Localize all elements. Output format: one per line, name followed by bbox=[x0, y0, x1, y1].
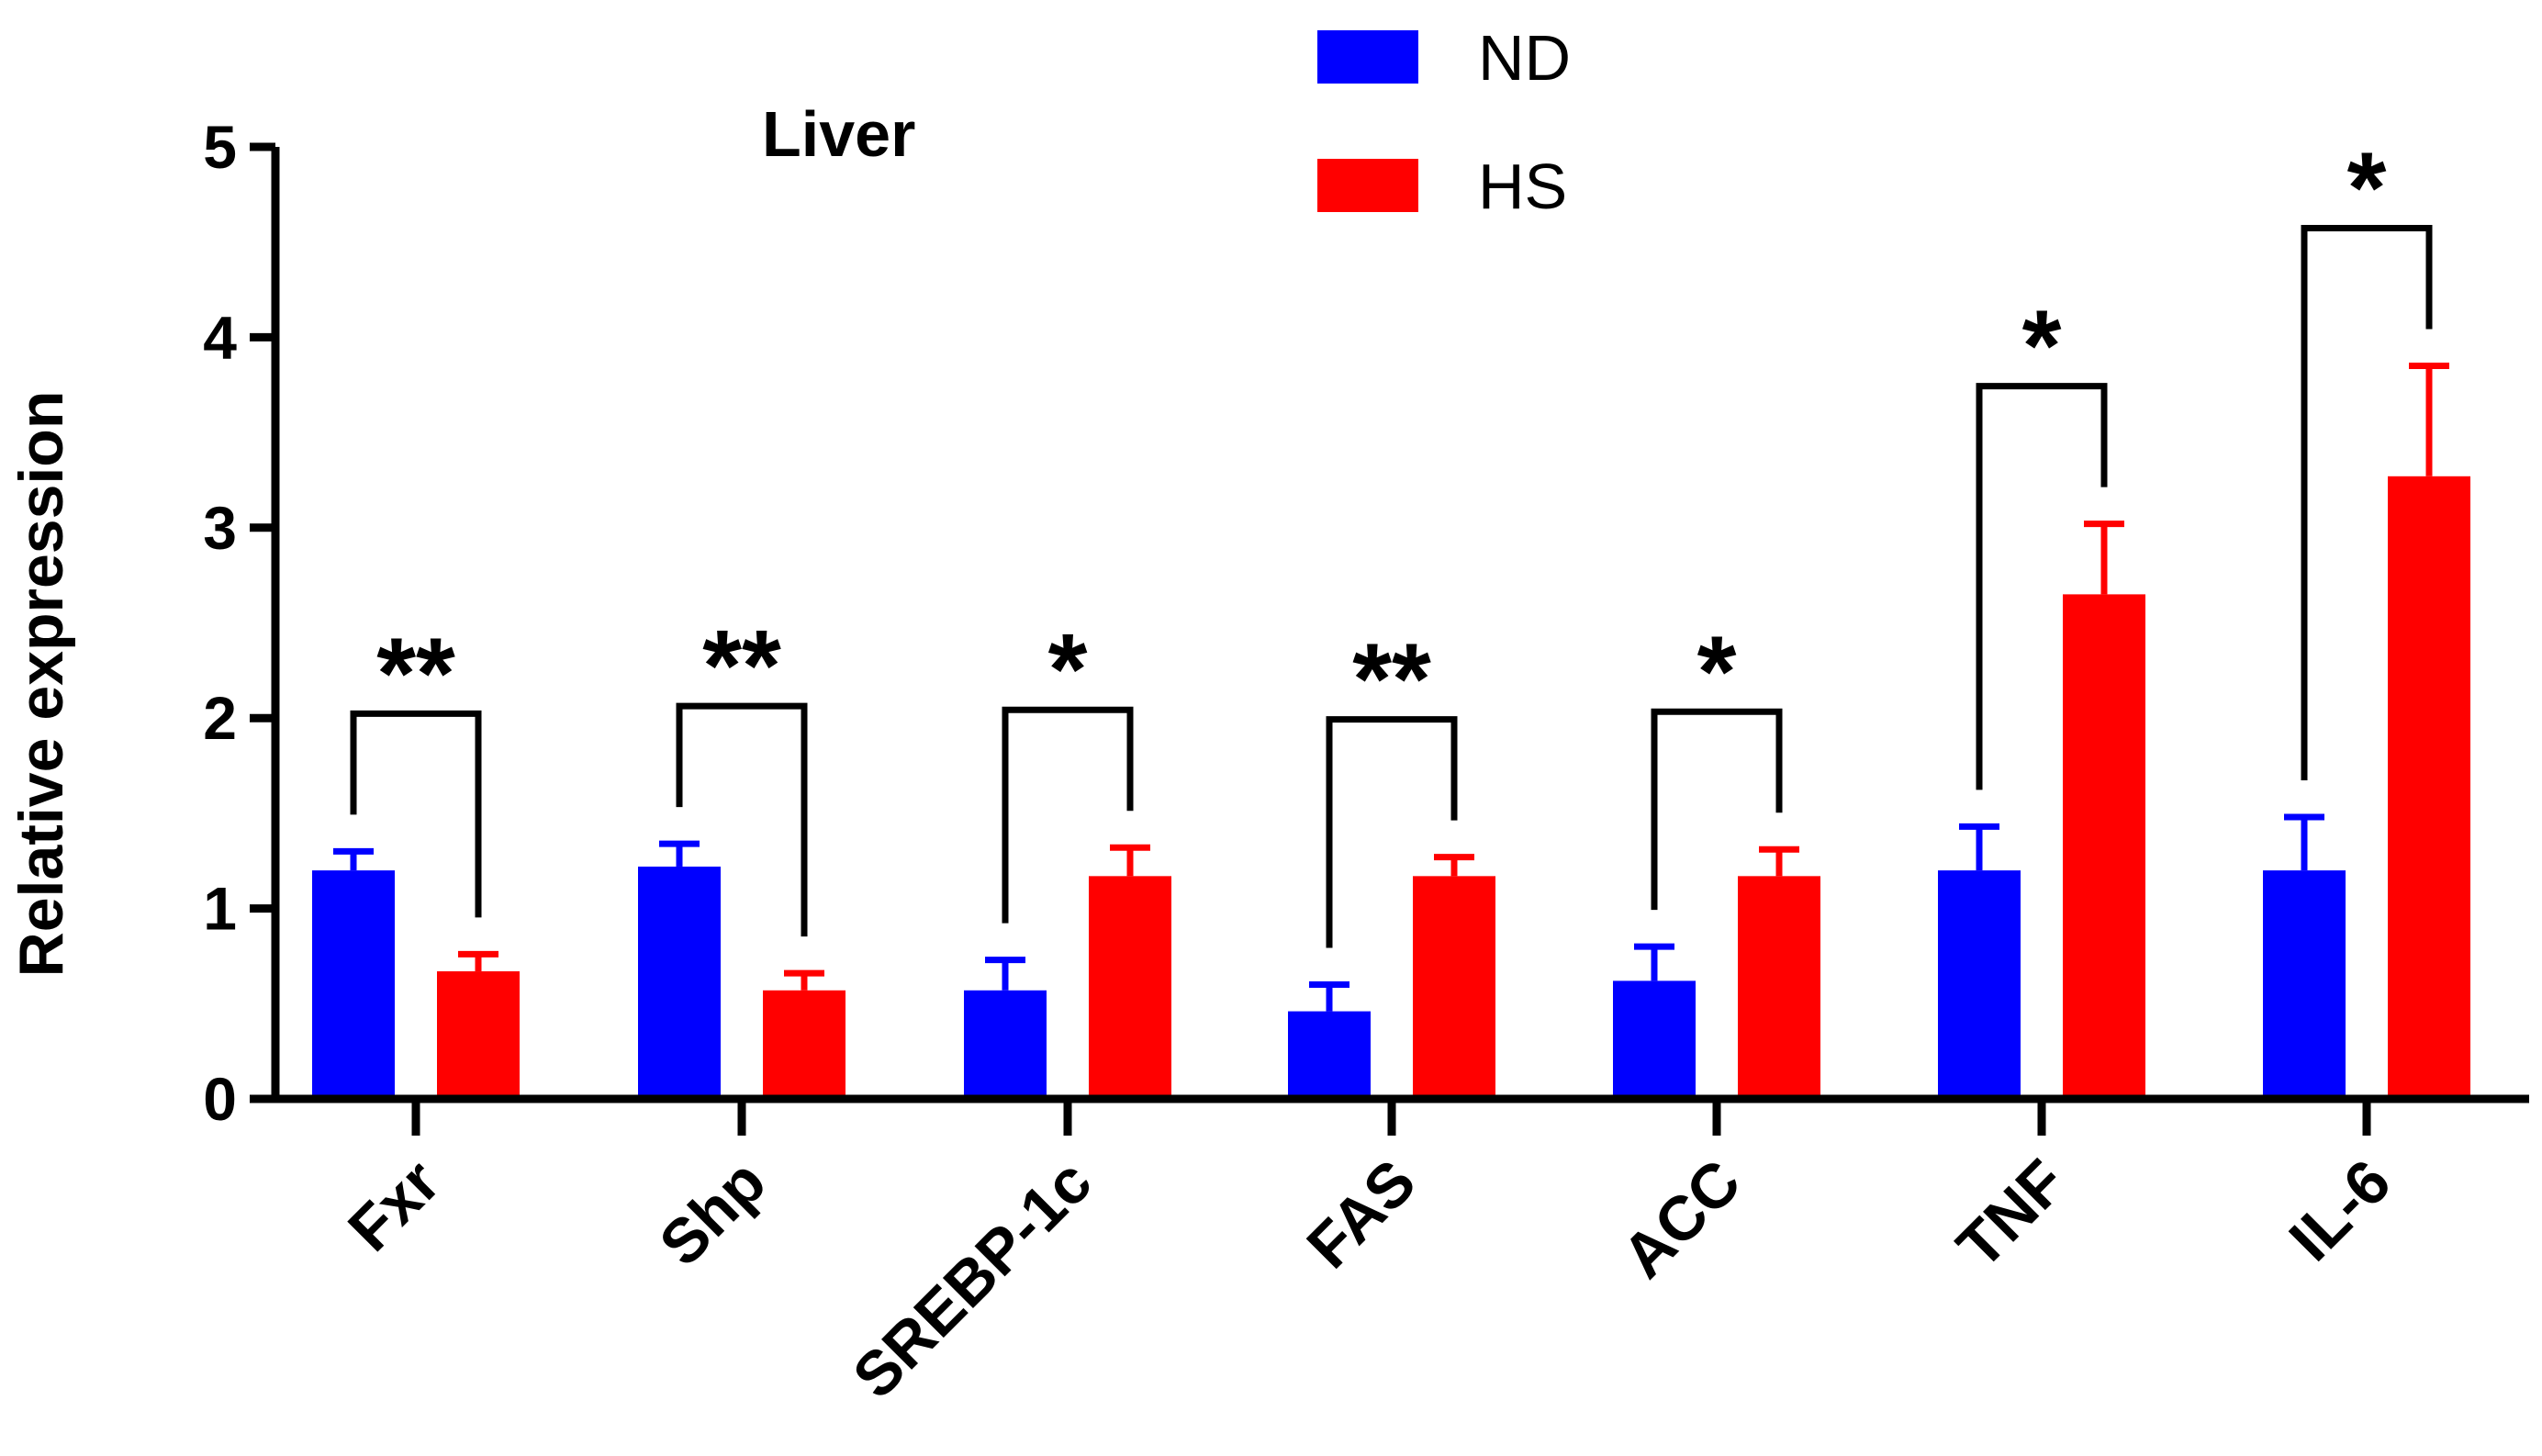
bar-nd-tnf bbox=[1938, 870, 2021, 1099]
significance-bracket-tnf bbox=[1976, 383, 2108, 790]
bar-hs-tnf bbox=[2063, 594, 2145, 1099]
significance-bracket-fas bbox=[1326, 716, 1458, 948]
bar-hs-il-6 bbox=[2388, 476, 2470, 1099]
significance-bracket-fxr bbox=[350, 710, 482, 918]
chart-title: Liver bbox=[762, 98, 915, 170]
bar-nd-acc bbox=[1613, 980, 1696, 1099]
x-tick-label-shp: Shp bbox=[646, 1147, 779, 1280]
error-bars-layer bbox=[333, 363, 2449, 1012]
significance-bracket-shp bbox=[676, 702, 808, 937]
y-tick-label-1: 1 bbox=[203, 875, 237, 943]
significance-label-tnf: * bbox=[2022, 290, 2062, 403]
y-tick-label-2: 2 bbox=[203, 684, 237, 752]
significance-label-srebp-1c: * bbox=[1048, 613, 1088, 726]
y-tick-label-5: 5 bbox=[203, 113, 237, 181]
x-tick-label-srebp-1c: SREBP-1c bbox=[840, 1147, 1105, 1412]
legend-swatch-nd bbox=[1317, 30, 1418, 84]
axes-layer bbox=[250, 142, 2529, 1136]
bar-hs-fas bbox=[1413, 876, 1495, 1099]
y-axis-title: Relative expression bbox=[6, 391, 76, 978]
significance-bracket-il-6 bbox=[2301, 225, 2433, 781]
x-tick-label-fas: FAS bbox=[1293, 1147, 1428, 1282]
bar-hs-srebp-1c bbox=[1089, 876, 1171, 1099]
significance-layer: ** ** * ** *** bbox=[350, 132, 2433, 948]
bar-nd-il-6 bbox=[2263, 870, 2346, 1099]
x-tick-label-il-6: IL-6 bbox=[2276, 1147, 2403, 1274]
significance-label-fxr: ** bbox=[376, 617, 455, 730]
y-tick-label-4: 4 bbox=[203, 303, 237, 371]
legend-swatch-hs bbox=[1317, 159, 1418, 212]
bar-nd-fas bbox=[1288, 1011, 1371, 1099]
legend-label-nd: ND bbox=[1478, 22, 1571, 94]
bar-nd-shp bbox=[638, 866, 721, 1099]
bars-layer bbox=[312, 476, 2470, 1099]
significance-bracket-acc bbox=[1651, 708, 1783, 911]
legend-label-hs: HS bbox=[1478, 151, 1567, 222]
significance-label-il-6: * bbox=[2347, 132, 2387, 245]
bar-hs-fxr bbox=[437, 971, 520, 1099]
significance-label-acc: * bbox=[1697, 615, 1737, 728]
bar-nd-srebp-1c bbox=[964, 990, 1047, 1099]
significance-label-fas: ** bbox=[1352, 623, 1431, 736]
x-tick-label-fxr: Fxr bbox=[335, 1147, 454, 1265]
significance-bracket-srebp-1c bbox=[1002, 706, 1134, 924]
y-tick-label-3: 3 bbox=[203, 494, 237, 562]
bar-hs-shp bbox=[763, 990, 845, 1099]
y-tick-label-0: 0 bbox=[203, 1065, 237, 1133]
legend: ND HS bbox=[1317, 22, 1571, 222]
x-tick-label-acc: ACC bbox=[1609, 1147, 1754, 1292]
significance-label-shp: ** bbox=[702, 610, 781, 722]
bar-nd-fxr bbox=[312, 870, 395, 1099]
x-tick-label-tnf: TNF bbox=[1943, 1147, 2078, 1282]
bar-hs-acc bbox=[1738, 876, 1820, 1099]
